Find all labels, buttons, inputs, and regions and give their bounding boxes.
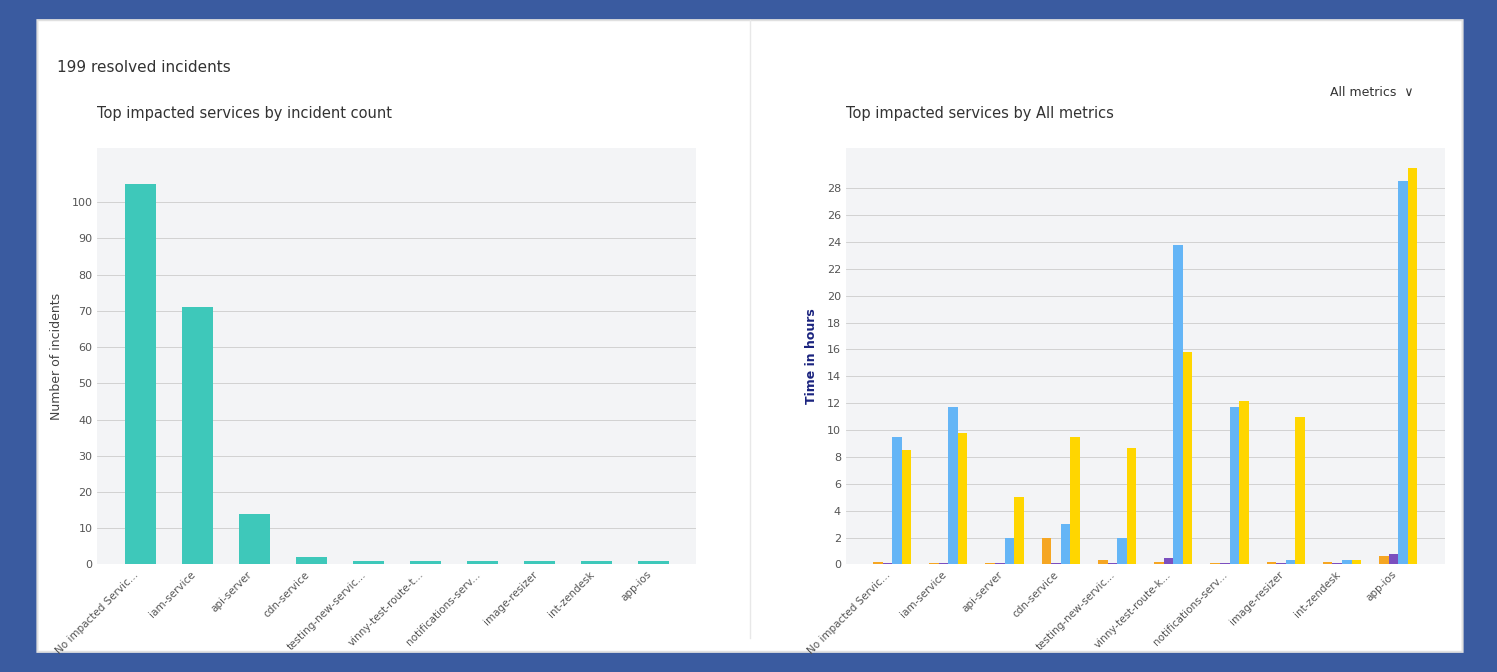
Y-axis label: Number of incidents: Number of incidents [49, 292, 63, 420]
Bar [1154, 562, 1163, 564]
Bar [1398, 181, 1407, 564]
Bar [1389, 554, 1398, 564]
Bar [295, 557, 326, 564]
Bar [939, 563, 949, 564]
Bar [581, 561, 612, 564]
Bar [873, 562, 883, 564]
Bar [901, 450, 912, 564]
Bar [1070, 437, 1079, 564]
Bar [1220, 563, 1229, 564]
Bar [892, 437, 901, 564]
Bar [958, 433, 967, 564]
Bar [467, 561, 499, 564]
Bar [238, 514, 269, 564]
Bar [1332, 563, 1341, 564]
Bar [1013, 497, 1024, 564]
Bar [1286, 560, 1295, 564]
Bar [1108, 563, 1117, 564]
Bar [1266, 562, 1277, 564]
Bar [985, 563, 996, 564]
Bar [1323, 562, 1332, 564]
Bar [1163, 558, 1174, 564]
Bar [1407, 168, 1418, 564]
Bar [996, 563, 1004, 564]
Bar [1295, 417, 1305, 564]
Bar [930, 563, 939, 564]
Bar [949, 407, 958, 564]
Bar [352, 561, 383, 564]
Bar [1341, 560, 1352, 564]
Bar [1174, 245, 1183, 564]
Text: Top impacted services by All metrics: Top impacted services by All metrics [846, 106, 1114, 121]
Bar [1061, 524, 1070, 564]
Bar [1240, 401, 1248, 564]
Bar [524, 561, 555, 564]
Bar [1127, 448, 1136, 564]
Bar [638, 561, 669, 564]
Text: 199 resolved incidents: 199 resolved incidents [57, 60, 231, 75]
Bar [1051, 563, 1061, 564]
Text: All metrics  ∨: All metrics ∨ [1331, 86, 1413, 99]
Bar [1183, 352, 1193, 564]
Bar [181, 307, 213, 564]
Bar [883, 563, 892, 564]
Y-axis label: Time in hours: Time in hours [805, 308, 819, 404]
Bar [1117, 538, 1127, 564]
Text: Top impacted services by incident count: Top impacted services by incident count [97, 106, 392, 121]
Bar [1229, 407, 1240, 564]
Bar [1379, 556, 1389, 564]
Bar [1352, 560, 1361, 564]
Bar [124, 184, 156, 564]
Bar [1004, 538, 1013, 564]
FancyBboxPatch shape [37, 20, 1463, 652]
Bar [410, 561, 442, 564]
FancyBboxPatch shape [1302, 72, 1455, 113]
Bar [1211, 563, 1220, 564]
Bar [1097, 560, 1108, 564]
Bar [1277, 563, 1286, 564]
Bar [1042, 538, 1051, 564]
